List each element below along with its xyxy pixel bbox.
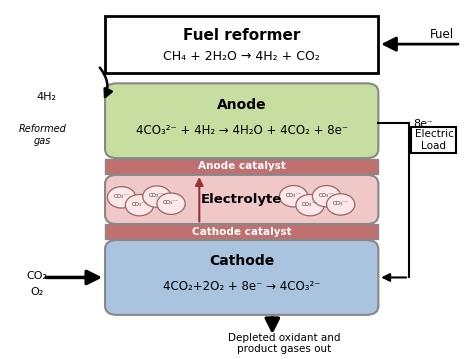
Circle shape <box>125 195 154 216</box>
Text: Fuel reformer: Fuel reformer <box>183 28 301 43</box>
Text: CO₃⁻⁻: CO₃⁻⁻ <box>302 202 318 206</box>
Text: 4H₂: 4H₂ <box>36 92 56 102</box>
Text: Fuel: Fuel <box>430 28 454 41</box>
Text: CH₄ + 2H₂O → 4H₂ + CO₂: CH₄ + 2H₂O → 4H₂ + CO₂ <box>163 50 320 63</box>
Text: CO₃⁻⁻: CO₃⁻⁻ <box>319 193 335 198</box>
FancyBboxPatch shape <box>105 83 378 158</box>
Text: Anode catalyst: Anode catalyst <box>198 161 286 171</box>
Text: Cathode catalyst: Cathode catalyst <box>192 227 292 237</box>
Text: CO₃⁻⁻: CO₃⁻⁻ <box>114 194 129 199</box>
Circle shape <box>296 195 324 216</box>
Text: 8e⁻: 8e⁻ <box>413 119 433 129</box>
Text: Electrolyte: Electrolyte <box>201 192 283 206</box>
Text: CO₃⁻⁻: CO₃⁻⁻ <box>333 201 349 206</box>
FancyBboxPatch shape <box>105 16 378 73</box>
FancyBboxPatch shape <box>105 175 378 224</box>
Circle shape <box>279 186 308 207</box>
Text: CO₃⁻⁻: CO₃⁻⁻ <box>163 200 179 205</box>
Text: Electric
Load: Electric Load <box>415 129 454 151</box>
Circle shape <box>157 193 185 214</box>
Circle shape <box>143 186 171 207</box>
Circle shape <box>108 187 136 208</box>
FancyBboxPatch shape <box>105 159 378 174</box>
Text: Anode: Anode <box>217 98 266 112</box>
FancyBboxPatch shape <box>105 240 378 315</box>
Text: CO₂: CO₂ <box>26 271 47 281</box>
Text: CO₃⁻⁻: CO₃⁻⁻ <box>285 193 301 198</box>
Text: Reformed
gas: Reformed gas <box>19 124 67 146</box>
Text: O₂: O₂ <box>30 287 43 297</box>
FancyBboxPatch shape <box>105 224 378 239</box>
FancyBboxPatch shape <box>411 127 456 153</box>
Text: Cathode: Cathode <box>209 254 274 268</box>
Text: CO₃⁻⁻: CO₃⁻⁻ <box>149 193 165 198</box>
Text: Depleted oxidant and
product gases out: Depleted oxidant and product gases out <box>228 332 340 354</box>
Text: CO₃⁻⁻: CO₃⁻⁻ <box>131 202 147 206</box>
Text: 4CO₃²⁻ + 4H₂ → 4H₂O + 4CO₂ + 8e⁻: 4CO₃²⁻ + 4H₂ → 4H₂O + 4CO₂ + 8e⁻ <box>136 124 348 137</box>
Circle shape <box>327 194 355 215</box>
Text: 4CO₂+2O₂ + 8e⁻ → 4CO₃²⁻: 4CO₂+2O₂ + 8e⁻ → 4CO₃²⁻ <box>163 280 320 293</box>
Circle shape <box>312 186 341 207</box>
